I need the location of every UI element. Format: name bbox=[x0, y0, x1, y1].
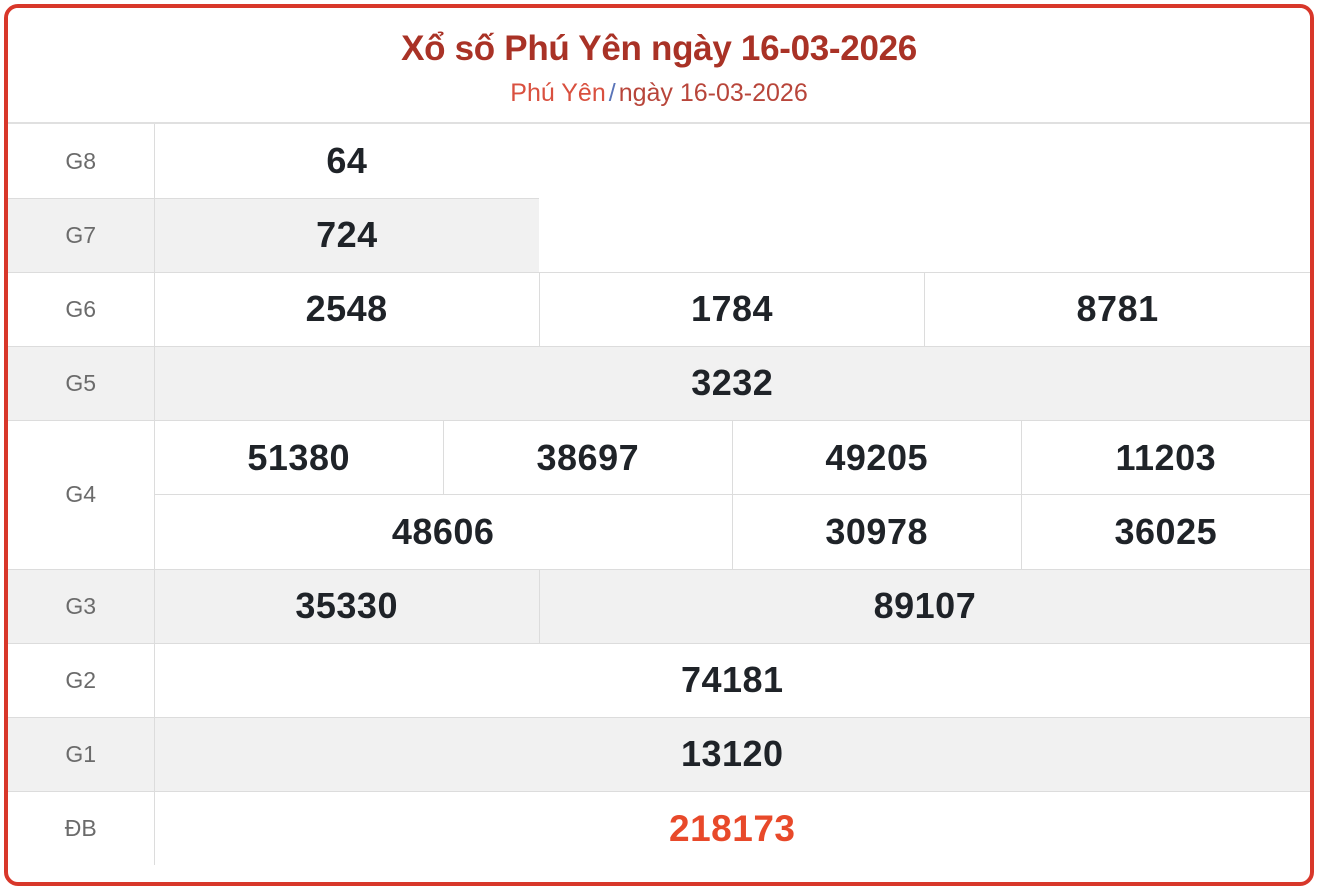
breadcrumb-province[interactable]: Phú Yên bbox=[510, 79, 606, 108]
prize-number-g3-1: 89107 bbox=[539, 568, 1310, 644]
table-row: G3 35330 89107 bbox=[8, 568, 1310, 644]
table-row: G7 724 bbox=[8, 197, 1310, 273]
prize-group-g4: 51380 38697 49205 11203 48606 30978 3602… bbox=[154, 419, 1311, 570]
prize-label-g2: G2 bbox=[8, 642, 155, 718]
prize-number-g6-2: 8781 bbox=[924, 271, 1310, 347]
lottery-result-card: Xổ số Phú Yên ngày 16-03-2026 Phú Yên / ng… bbox=[4, 4, 1314, 886]
prize-label-g7: G7 bbox=[8, 197, 155, 273]
prize-number-g4-3: 11203 bbox=[1115, 436, 1217, 478]
breadcrumb-date: ngày 16-03-2026 bbox=[618, 79, 808, 108]
prize-number-g4-0: 51380 bbox=[154, 420, 444, 495]
prize-number-g5-0: 3232 bbox=[154, 345, 1310, 421]
table-row: G1 13120 bbox=[8, 716, 1310, 792]
table-row: G5 3232 bbox=[8, 345, 1310, 421]
prize-number-g7-0: 724 bbox=[154, 197, 540, 273]
prize-label-db: ĐB bbox=[8, 790, 155, 866]
prize-label-g5: G5 bbox=[8, 345, 155, 421]
table-row: G8 64 bbox=[8, 124, 1310, 199]
prize-number-g8-0: 64 bbox=[326, 140, 368, 182]
prize-number-g3-0: 35330 bbox=[154, 568, 540, 644]
prize-label-g1: G1 bbox=[8, 716, 155, 792]
breadcrumb-separator: / bbox=[608, 79, 616, 108]
table-row: G6 2548 1784 8781 bbox=[8, 271, 1310, 347]
breadcrumb: Phú Yên / ngày 16-03-2026 bbox=[18, 78, 1300, 108]
card-header: Xổ số Phú Yên ngày 16-03-2026 Phú Yên / ng… bbox=[8, 8, 1310, 125]
prize-label-g4: G4 bbox=[8, 419, 155, 570]
table-row: 48606 30978 36025 bbox=[154, 494, 1310, 569]
prize-number-g6-1: 1784 bbox=[539, 271, 926, 347]
g4-subtable: 51380 38697 49205 11203 48606 30978 3602… bbox=[154, 420, 1311, 569]
prize-label-g6: G6 bbox=[8, 271, 155, 347]
prize-number-g6-0: 2548 bbox=[154, 271, 540, 347]
table-row: 51380 38697 49205 11203 bbox=[154, 420, 1311, 495]
prize-number-g4-4: 48606 bbox=[154, 494, 733, 569]
prize-number-db-0: 218173 bbox=[154, 790, 1310, 866]
prize-label-g3: G3 bbox=[8, 568, 155, 644]
prize-number-g4-5: 30978 bbox=[732, 494, 1022, 569]
prize-number-g2-0: 74181 bbox=[154, 642, 1310, 718]
table-row: G2 74181 bbox=[8, 642, 1310, 718]
prize-number-g4-1: 38697 bbox=[443, 420, 733, 495]
table-row: G4 51380 38697 49205 11203 bbox=[8, 419, 1311, 570]
page-title: Xổ số Phú Yên ngày 16-03-2026 bbox=[401, 29, 917, 68]
table-row: ĐB 218173 bbox=[8, 790, 1310, 866]
prize-number-g1-0: 13120 bbox=[154, 716, 1310, 792]
prize-label-g8: G8 bbox=[8, 124, 155, 199]
prize-number-g4-2: 49205 bbox=[732, 420, 1022, 495]
lottery-results-table: G8 64 G7 724 G6 2548 1784 8781 G5 bbox=[8, 124, 1311, 866]
prize-number-g4-6: 36025 bbox=[1021, 494, 1310, 569]
